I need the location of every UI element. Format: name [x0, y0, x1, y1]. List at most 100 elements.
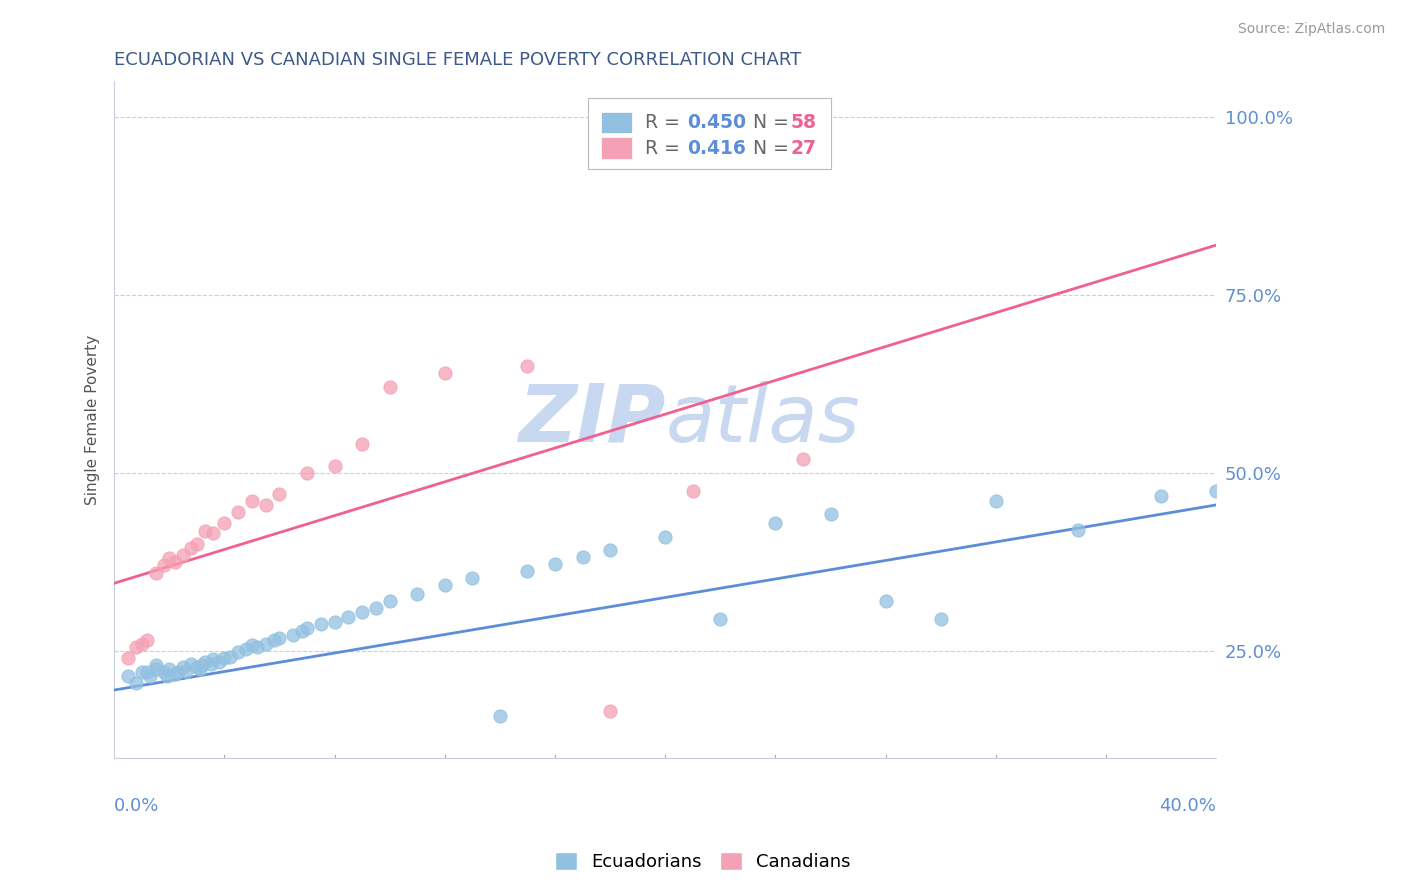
Point — [792, 451, 814, 466]
Point — [378, 380, 401, 394]
Point — [290, 624, 312, 638]
Point — [489, 709, 512, 723]
Point — [263, 633, 285, 648]
Point — [117, 669, 139, 683]
Point — [323, 458, 346, 473]
Text: 0.450: 0.450 — [688, 113, 747, 132]
Point — [1205, 483, 1227, 498]
Point — [984, 494, 1007, 508]
Point — [131, 665, 153, 680]
Point — [155, 669, 177, 683]
Point — [214, 516, 236, 530]
Text: 27: 27 — [790, 139, 817, 158]
Point — [157, 551, 180, 566]
Point — [163, 666, 186, 681]
FancyBboxPatch shape — [588, 98, 831, 169]
Point — [131, 637, 153, 651]
Point — [136, 633, 159, 648]
Point — [929, 612, 952, 626]
Point — [461, 571, 484, 585]
Bar — [602, 137, 633, 159]
Point — [378, 594, 401, 608]
Point — [202, 652, 225, 666]
Point — [200, 657, 222, 671]
Point — [246, 640, 269, 655]
Text: R =: R = — [645, 113, 686, 132]
Point — [180, 657, 202, 671]
Point — [145, 566, 167, 580]
Point — [226, 645, 249, 659]
Point — [202, 526, 225, 541]
Point — [174, 664, 197, 678]
Text: atlas: atlas — [665, 381, 860, 458]
Point — [599, 705, 621, 719]
Point — [254, 498, 277, 512]
Point — [139, 669, 162, 683]
Point — [352, 605, 374, 619]
Legend: Ecuadorians, Canadians: Ecuadorians, Canadians — [548, 845, 858, 879]
Point — [136, 665, 159, 680]
Point — [214, 651, 236, 665]
Point — [364, 601, 387, 615]
Point — [194, 524, 217, 539]
Point — [337, 609, 360, 624]
Point — [145, 658, 167, 673]
Point — [1150, 489, 1173, 503]
Point — [152, 558, 174, 573]
Point — [352, 437, 374, 451]
Point — [309, 616, 332, 631]
Text: R =: R = — [645, 139, 686, 158]
Point — [235, 642, 257, 657]
Text: 0.0%: 0.0% — [114, 797, 159, 814]
Y-axis label: Single Female Poverty: Single Female Poverty — [86, 334, 100, 505]
Point — [765, 516, 787, 530]
Point — [240, 494, 263, 508]
Point — [152, 665, 174, 680]
Point — [226, 505, 249, 519]
Point — [875, 594, 897, 608]
Point — [516, 564, 538, 578]
Point — [194, 655, 217, 669]
Point — [254, 637, 277, 651]
Point — [820, 507, 842, 521]
Point — [269, 487, 291, 501]
Point — [180, 541, 202, 555]
Point — [219, 649, 242, 664]
Point — [1067, 523, 1090, 537]
Point — [433, 578, 456, 592]
Point — [172, 548, 194, 562]
Point — [283, 628, 305, 642]
Point — [157, 662, 180, 676]
Point — [654, 530, 676, 544]
Point — [323, 615, 346, 630]
Point — [406, 587, 429, 601]
Point — [544, 557, 567, 571]
Point — [682, 483, 704, 498]
Point — [709, 612, 731, 626]
Bar — [602, 112, 633, 134]
Text: N =: N = — [754, 139, 796, 158]
Text: 0.416: 0.416 — [688, 139, 747, 158]
Text: ZIP: ZIP — [517, 381, 665, 458]
Point — [599, 542, 621, 557]
Point — [295, 466, 318, 480]
Text: N =: N = — [754, 113, 796, 132]
Point — [191, 658, 214, 673]
Point — [433, 366, 456, 380]
Point — [117, 651, 139, 665]
Text: 40.0%: 40.0% — [1160, 797, 1216, 814]
Point — [188, 662, 211, 676]
Point — [571, 549, 593, 564]
Point — [516, 359, 538, 373]
Point — [269, 631, 291, 645]
Point — [125, 676, 148, 690]
Point — [172, 659, 194, 673]
Point — [163, 555, 186, 569]
Point — [295, 621, 318, 635]
Point — [186, 537, 208, 551]
Point — [125, 640, 148, 655]
Point — [240, 638, 263, 652]
Point — [208, 655, 231, 669]
Point — [145, 662, 167, 676]
Text: 58: 58 — [790, 113, 817, 132]
